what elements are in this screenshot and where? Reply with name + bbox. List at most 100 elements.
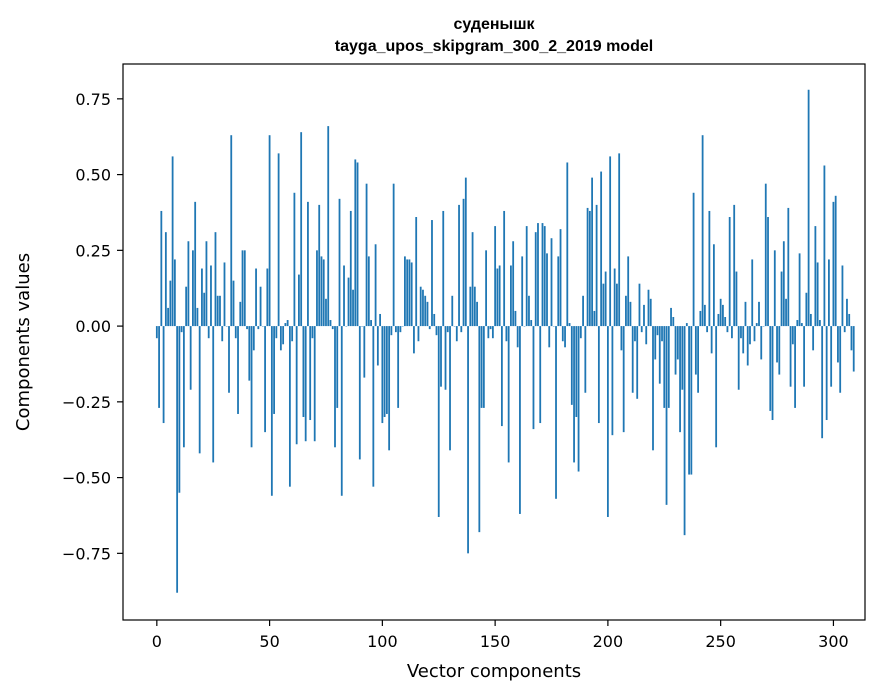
bar-component-227 [667, 326, 670, 408]
bar-component-172 [543, 226, 546, 327]
bar-component-301 [834, 195, 837, 327]
bar-component-77 [329, 320, 332, 327]
bar-component-15 [189, 326, 192, 390]
bar-component-228 [670, 307, 672, 327]
x-tick-label: 150 [480, 632, 511, 651]
bar-component-100 [381, 326, 384, 424]
bar-component-138 [467, 326, 469, 554]
bar-component-302 [837, 326, 839, 363]
bar-component-30 [223, 262, 226, 327]
y-tick-label: −0.50 [62, 469, 111, 488]
bar-component-205 [618, 153, 621, 327]
bar-component-194 [593, 310, 596, 327]
bar-component-161 [519, 326, 521, 514]
bar-component-130 [449, 326, 451, 451]
bar-component-198 [602, 283, 605, 327]
bar-component-78 [331, 326, 334, 330]
bar-component-63 [298, 274, 300, 327]
bar-component-178 [557, 256, 560, 327]
y-axis-label: Components values [13, 253, 34, 431]
bar-component-202 [611, 326, 614, 436]
y-tick-label: 0.00 [75, 317, 111, 336]
bar-component-254 [728, 217, 731, 327]
bar-component-103 [388, 326, 391, 451]
bar-component-300 [832, 201, 835, 327]
bar-component-135 [460, 326, 463, 333]
bar-component-303 [839, 326, 842, 393]
bar-component-309 [852, 326, 855, 372]
bar-component-96 [372, 326, 375, 487]
bar-component-248 [715, 326, 718, 448]
bar-component-89 [356, 162, 359, 327]
bar-component-249 [717, 313, 720, 327]
bar-component-281 [789, 326, 792, 387]
bar-component-34 [232, 280, 235, 327]
bar-component-197 [600, 171, 603, 327]
bar-component-258 [737, 326, 740, 390]
bar-component-253 [726, 326, 729, 333]
bar-component-211 [631, 326, 634, 393]
bar-component-244 [706, 326, 709, 333]
bar-component-125 [437, 326, 440, 517]
bar-component-230 [674, 326, 677, 375]
y-tick-label: 0.50 [75, 166, 111, 185]
bar-component-171 [541, 223, 544, 327]
bar-component-174 [548, 326, 551, 348]
bar-component-152 [498, 265, 501, 327]
bar-component-190 [584, 326, 587, 393]
bar-component-164 [525, 226, 528, 327]
bar-component-28 [219, 295, 221, 327]
bar-component-136 [462, 198, 465, 327]
bar-component-162 [521, 256, 524, 327]
bar-component-115 [415, 217, 418, 327]
bar-component-181 [564, 326, 566, 348]
bar-component-257 [735, 271, 738, 327]
bar-component-27 [216, 295, 219, 327]
bar-component-177 [555, 326, 557, 499]
bar-component-94 [367, 256, 370, 327]
bar-component-187 [577, 326, 580, 472]
bar-component-4 [164, 232, 167, 327]
bar-component-285 [798, 253, 801, 327]
bar-component-126 [440, 326, 442, 387]
bar-component-242 [701, 135, 704, 327]
bar-component-95 [370, 320, 372, 327]
bar-component-186 [575, 326, 578, 417]
bar-component-279 [785, 298, 787, 327]
bar-component-179 [559, 229, 562, 327]
bar-component-76 [327, 126, 330, 327]
bar-component-192 [588, 210, 591, 327]
bar-component-129 [446, 326, 449, 333]
bar-component-106 [394, 326, 397, 333]
bar-component-295 [821, 326, 824, 439]
bar-component-237 [690, 326, 693, 475]
bar-component-12 [182, 326, 185, 448]
bar-component-226 [665, 326, 668, 505]
bar-component-99 [379, 313, 381, 327]
bar-component-107 [397, 326, 400, 408]
bar-component-55 [279, 326, 282, 351]
bar-component-70 [313, 326, 316, 442]
bar-component-165 [528, 295, 530, 327]
bar-component-196 [597, 326, 600, 424]
bar-component-142 [476, 301, 478, 327]
bar-component-264 [751, 259, 754, 327]
bar-component-110 [404, 256, 406, 327]
bar-component-216 [643, 304, 645, 327]
y-axis-ticks: −0.75 −0.50 −0.25 0.00 0.25 0.50 0.75 [62, 90, 123, 563]
bar-component-265 [753, 326, 756, 342]
bar-component-214 [638, 283, 641, 327]
bar-component-286 [800, 323, 803, 327]
y-tick-label: −0.75 [62, 544, 111, 563]
bar-component-92 [363, 326, 366, 378]
bar-component-98 [376, 326, 379, 366]
bar-component-160 [516, 326, 519, 348]
bar-component-93 [365, 183, 368, 327]
bar-component-263 [749, 326, 751, 345]
bar-component-212 [634, 326, 636, 342]
bar-component-250 [719, 298, 722, 327]
bar-component-16 [192, 250, 194, 327]
bar-component-41 [248, 326, 251, 381]
bar-component-166 [530, 320, 533, 327]
